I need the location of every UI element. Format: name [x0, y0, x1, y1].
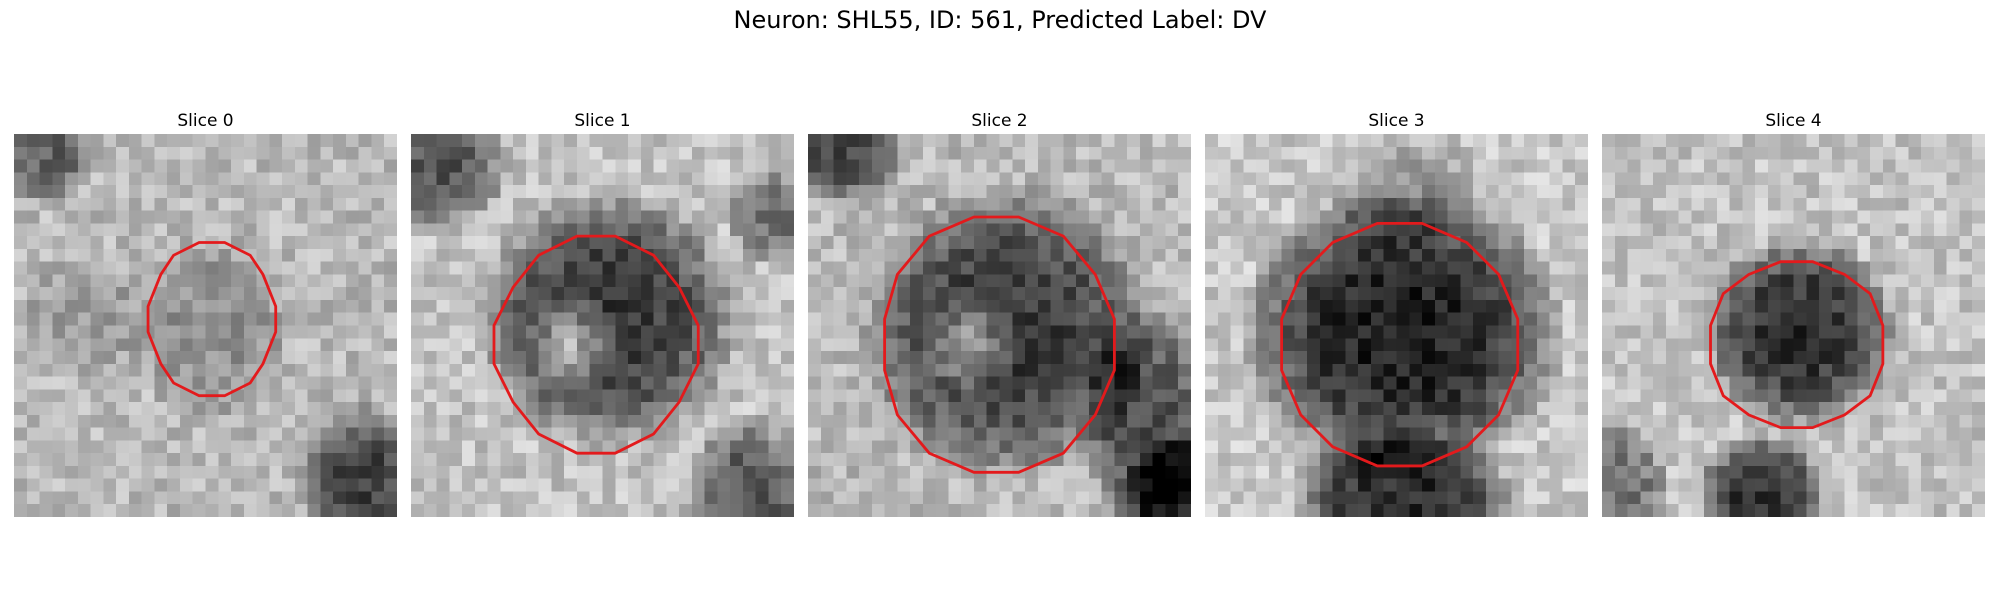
figure-title: Neuron: SHL55, ID: 561, Predicted Label:…: [733, 6, 1267, 34]
slice-title: Slice 4: [1765, 111, 1822, 131]
slice-image: [1205, 134, 1588, 517]
slice-title: Slice 2: [971, 111, 1028, 131]
slice-panel-3: Slice 3: [1205, 110, 1588, 517]
slice-panel-1: Slice 1: [411, 110, 794, 517]
slice-panel-2: Slice 2: [808, 110, 1191, 517]
slice-image: [14, 134, 397, 517]
slice-panel-0: Slice 0: [14, 110, 397, 517]
slice-image: [411, 134, 794, 517]
slice-title: Slice 3: [1368, 111, 1425, 131]
slice-title: Slice 1: [574, 111, 631, 131]
slice-panel-4: Slice 4: [1602, 110, 1985, 517]
slice-image: [808, 134, 1191, 517]
slice-title: Slice 0: [177, 111, 234, 131]
slice-image: [1602, 134, 1985, 517]
